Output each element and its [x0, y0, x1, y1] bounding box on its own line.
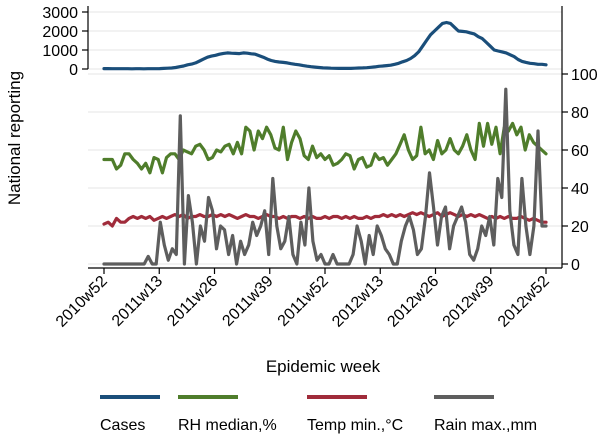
x-tick-label: 2011w39 — [219, 273, 276, 330]
x-tick-label: 2012w52 — [495, 273, 553, 331]
legend-label-cases: Cases — [100, 417, 145, 434]
series-line-temp — [102, 211, 548, 228]
series-line-cases — [102, 20, 548, 71]
legend: Cases RH median,% Temp min.,°C Rain max.,mm — [100, 395, 537, 434]
x-tick-label: 2010w52 — [53, 273, 111, 331]
cases-tick-label: 3000 — [42, 5, 78, 22]
right-tick-label: 60 — [571, 143, 589, 160]
legend-label-rh: RH median,% — [178, 417, 277, 434]
y-axis-title: National reporting — [5, 71, 24, 205]
x-tick-label: 2012w39 — [440, 273, 498, 331]
x-tick-label: 2012w26 — [384, 273, 442, 331]
right-y-axis: 0 20 40 60 80 100 — [562, 67, 598, 274]
right-tick-label: 80 — [571, 105, 589, 122]
cases-tick-label: 2000 — [42, 24, 78, 41]
series-line-rain — [102, 87, 548, 266]
cases-tick-label: 1000 — [42, 43, 78, 60]
x-tick-label: 2011w13 — [109, 273, 166, 330]
series-line-rh — [102, 121, 548, 175]
cases-tick-label: 0 — [69, 62, 78, 79]
x-tick-label: 2012w13 — [329, 273, 387, 331]
cases-y-axis: 0 1000 2000 3000 — [42, 5, 88, 79]
x-tick-label: 2011w52 — [275, 273, 332, 330]
right-tick-label: 40 — [571, 181, 589, 198]
legend-label-temp: Temp min.,°C — [307, 417, 403, 434]
x-tick-label: 2011w26 — [164, 273, 221, 330]
right-tick-label: 0 — [571, 257, 580, 274]
right-tick-label: 100 — [571, 67, 598, 84]
series-lines — [102, 20, 548, 266]
right-tick-label: 20 — [571, 219, 589, 236]
x-axis-title: Epidemic week — [266, 357, 381, 376]
legend-label-rain: Rain max.,mm — [434, 417, 537, 434]
x-axis: 2010w522011w132011w262011w392011w522012w… — [53, 268, 553, 331]
